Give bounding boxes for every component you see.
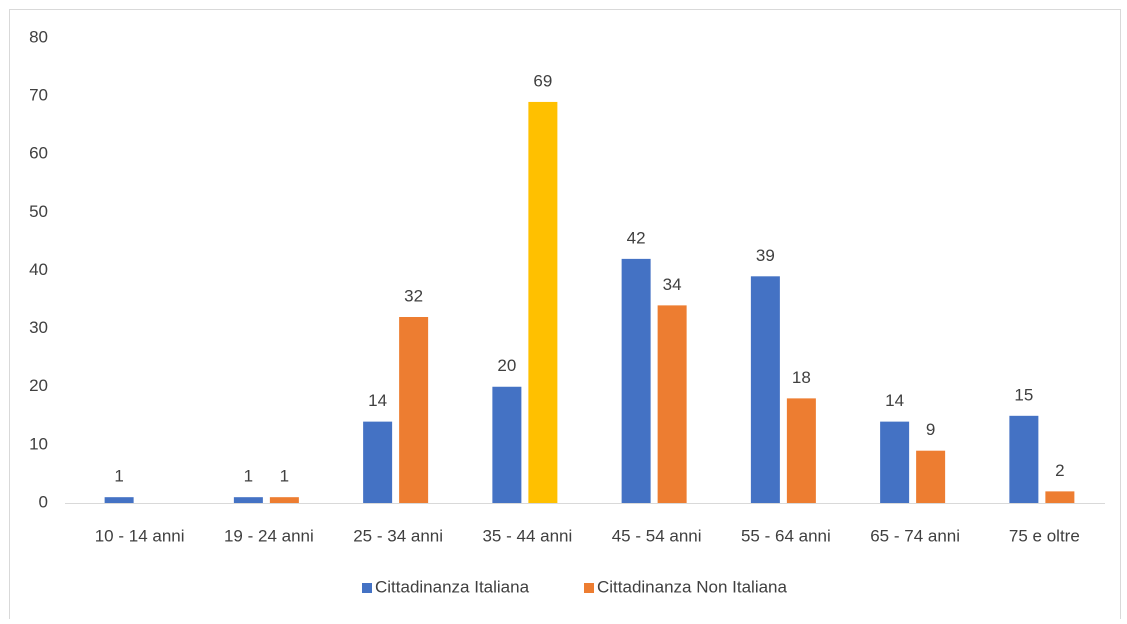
data-label: 20: [497, 356, 516, 375]
y-tick-label: 50: [29, 202, 48, 221]
data-label: 15: [1014, 385, 1033, 404]
data-label: 18: [792, 368, 811, 387]
bar: [363, 421, 393, 503]
x-tick-label: 10 - 14 anni: [95, 526, 185, 545]
data-label: 14: [885, 391, 904, 410]
bar: [880, 421, 910, 503]
legend-label: Cittadinanza Italiana: [375, 577, 530, 596]
data-label: 1: [114, 467, 123, 486]
bar: [233, 497, 263, 503]
bar: [916, 450, 946, 503]
legend-swatch: [584, 583, 594, 593]
y-tick-label: 30: [29, 318, 48, 337]
y-tick-label: 60: [29, 144, 48, 163]
data-label: 1: [280, 467, 289, 486]
legend-label: Cittadinanza Non Italiana: [597, 577, 788, 596]
data-label: 14: [368, 391, 387, 410]
data-label: 39: [756, 246, 775, 265]
y-tick-label: 80: [29, 27, 48, 46]
bar: [269, 497, 299, 503]
bar: [1045, 491, 1075, 503]
bar: [104, 497, 134, 503]
x-tick-label: 35 - 44 anni: [482, 526, 572, 545]
x-tick-label: 45 - 54 anni: [612, 526, 702, 545]
y-tick-label: 40: [29, 260, 48, 279]
legend-swatch: [362, 583, 372, 593]
y-tick-label: 70: [29, 86, 48, 105]
data-label: 2: [1055, 461, 1064, 480]
x-tick-label: 19 - 24 anni: [224, 526, 314, 545]
x-tick-label: 65 - 74 anni: [870, 526, 960, 545]
data-label: 42: [627, 228, 646, 247]
data-label: 1: [244, 467, 253, 486]
data-label: 34: [663, 275, 682, 294]
bar: [786, 398, 816, 503]
chart-border: [9, 9, 1121, 624]
bar: [1009, 415, 1039, 503]
bar: [621, 258, 651, 503]
x-tick-label: 55 - 64 anni: [741, 526, 831, 545]
y-tick-label: 0: [39, 492, 48, 511]
bar: [657, 305, 687, 503]
data-label: 9: [926, 420, 935, 439]
data-label: 32: [404, 286, 423, 305]
y-tick-label: 20: [29, 376, 48, 395]
bar: [750, 276, 780, 503]
data-label: 69: [533, 71, 552, 90]
bar: [492, 386, 522, 503]
x-tick-label: 75 e oltre: [1009, 526, 1080, 545]
bar: [399, 317, 429, 503]
x-tick-label: 25 - 34 anni: [353, 526, 443, 545]
bar: [528, 101, 558, 503]
y-tick-label: 10: [29, 434, 48, 453]
